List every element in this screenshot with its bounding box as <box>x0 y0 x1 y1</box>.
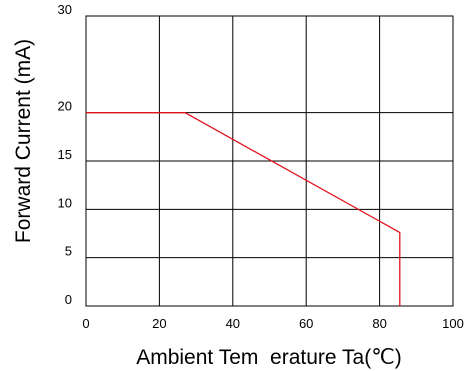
x-tick-label: 100 <box>442 316 464 331</box>
plot-frame <box>85 15 454 307</box>
y-tick-label: 5 <box>65 244 72 259</box>
x-tick-labels: 0 20 40 60 80 100 <box>82 316 463 331</box>
x-axis-title: Ambient Tem erature Ta(℃) <box>136 346 402 369</box>
y-tick-labels: 0 5 10 15 20 30 <box>58 2 72 307</box>
y-tick-label: 20 <box>58 99 72 114</box>
x-tick-label: 80 <box>372 316 386 331</box>
x-tick-label: 20 <box>152 316 166 331</box>
x-tick-label: 60 <box>299 316 313 331</box>
x-tick-label: 40 <box>226 316 240 331</box>
y-axis-title: Forward Current (mA) <box>12 39 35 243</box>
x-tick-label: 0 <box>82 316 89 331</box>
y-tick-label: 0 <box>65 292 72 307</box>
y-tick-label: 30 <box>58 2 72 17</box>
y-tick-label: 15 <box>58 147 72 162</box>
series-group <box>86 112 401 306</box>
series-line <box>86 112 401 306</box>
y-tick-label: 10 <box>58 195 72 210</box>
